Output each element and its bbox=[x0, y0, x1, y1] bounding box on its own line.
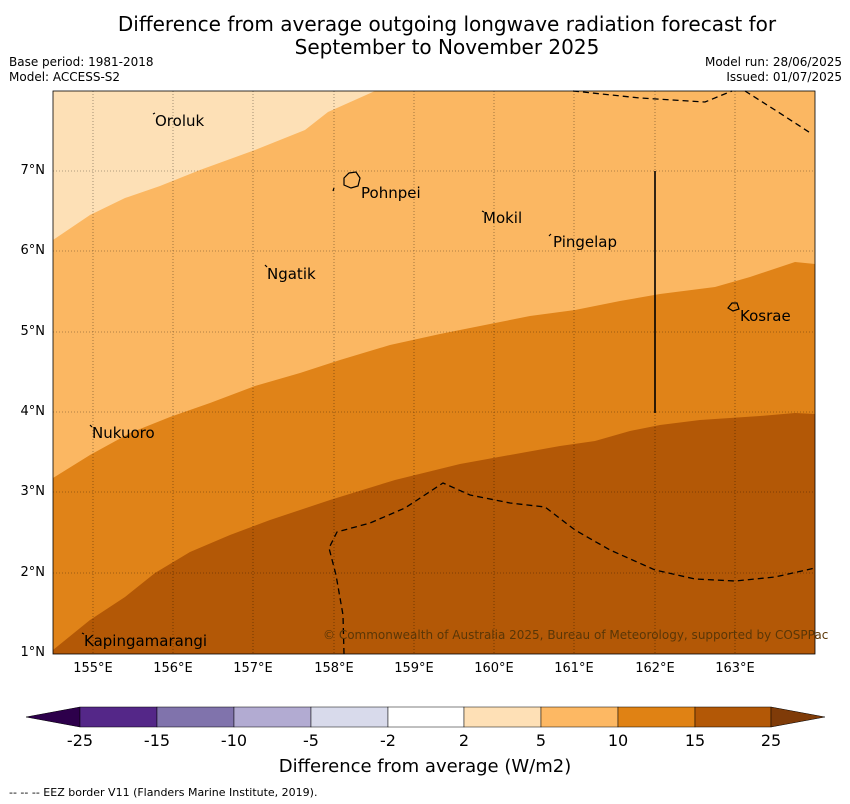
colorbar bbox=[25, 706, 826, 728]
colorbar-tick: 25 bbox=[760, 731, 782, 750]
colorbar-bin bbox=[463, 706, 542, 728]
base-period: Base period: 1981-2018 bbox=[9, 55, 154, 69]
band-15-25 bbox=[53, 413, 815, 654]
lon-label: 157°E bbox=[233, 661, 273, 676]
colorbar-bin bbox=[540, 706, 619, 728]
copyright-notice: © Commonwealth of Australia 2025, Bureau… bbox=[323, 628, 829, 642]
place-label: Mokil bbox=[483, 209, 523, 227]
place-label: Pohnpei bbox=[361, 184, 421, 202]
colorbar-tick: -15 bbox=[143, 731, 171, 750]
meta-left: Base period: 1981-2018 Model: ACCESS-S2 bbox=[9, 55, 154, 85]
island-kosrae bbox=[727, 302, 740, 312]
lat-label: 4°N bbox=[20, 404, 46, 419]
colorbar-tick: 2 bbox=[458, 731, 470, 750]
lat-label: 2°N bbox=[20, 565, 46, 580]
lat-label: 5°N bbox=[20, 324, 46, 339]
model-name: Model: ACCESS-S2 bbox=[9, 70, 121, 84]
place-label: Ngatik bbox=[267, 265, 316, 283]
colorbar-bin bbox=[694, 706, 772, 728]
colorbar-bin bbox=[617, 706, 696, 728]
eez-border bbox=[328, 90, 816, 655]
island-pingelap bbox=[548, 233, 552, 237]
island-pohnpei bbox=[343, 171, 361, 189]
lon-label: 156°E bbox=[153, 661, 193, 676]
map-frame bbox=[52, 90, 816, 655]
colorbar-bin bbox=[310, 706, 389, 728]
lat-label: 1°N bbox=[20, 645, 46, 660]
colorbar-extend-high bbox=[770, 706, 826, 728]
colorbar-bin bbox=[233, 706, 312, 728]
lon-label: 161°E bbox=[554, 661, 594, 676]
islands bbox=[81, 112, 740, 635]
model-run: Model run: 28/06/2025 bbox=[704, 55, 842, 69]
place-label: Oroluk bbox=[155, 112, 205, 130]
lat-label: 3°N bbox=[20, 484, 46, 499]
meta-right: Model run: 28/06/2025 Issued: 01/07/2025 bbox=[705, 55, 842, 85]
lon-label: 159°E bbox=[394, 661, 434, 676]
grid-lines bbox=[53, 91, 815, 654]
band-2-5 bbox=[53, 91, 375, 240]
colorbar-tick: -5 bbox=[303, 731, 319, 750]
lon-label: 163°E bbox=[715, 661, 755, 676]
lon-label: 160°E bbox=[474, 661, 514, 676]
contour-fill bbox=[53, 91, 815, 654]
map-title: Difference from average outgoing longwav… bbox=[117, 12, 777, 59]
island-oroluk bbox=[152, 112, 156, 115]
issued-date: Issued: 01/07/2025 bbox=[726, 70, 842, 84]
island-ngatik bbox=[264, 264, 268, 268]
place-label: Kosrae bbox=[740, 307, 791, 325]
colorbar-tick: 5 bbox=[535, 731, 547, 750]
colorbar-tick: -25 bbox=[66, 731, 94, 750]
island-nukuoro bbox=[89, 424, 93, 428]
colorbar-extend-low bbox=[25, 706, 81, 728]
island-pohnpei-islet bbox=[332, 187, 335, 192]
colorbar-tick: -2 bbox=[380, 731, 396, 750]
colorbar-tick: 15 bbox=[684, 731, 706, 750]
lon-label: 158°E bbox=[314, 661, 354, 676]
colorbar-tick: 10 bbox=[607, 731, 629, 750]
colorbar-bin bbox=[156, 706, 235, 728]
lat-label: 7°N bbox=[20, 163, 46, 178]
place-label: Pingelap bbox=[553, 233, 618, 251]
place-label: Kapingamarangi bbox=[84, 632, 208, 650]
colorbar-tick: -10 bbox=[220, 731, 248, 750]
island-kapingamarangi bbox=[81, 632, 85, 635]
lon-label: 155°E bbox=[73, 661, 113, 676]
island-mokil bbox=[481, 210, 485, 213]
colorbar-title: Difference from average (W/m2) bbox=[278, 756, 572, 777]
colorbar-bin bbox=[387, 706, 465, 728]
lat-label: 6°N bbox=[20, 243, 46, 258]
eez-footnote: -- -- -- EEZ border V11 (Flanders Marine… bbox=[9, 786, 318, 799]
colorbar-bin bbox=[79, 706, 158, 728]
lon-label: 162°E bbox=[635, 661, 675, 676]
place-label: Nukuoro bbox=[92, 424, 155, 442]
